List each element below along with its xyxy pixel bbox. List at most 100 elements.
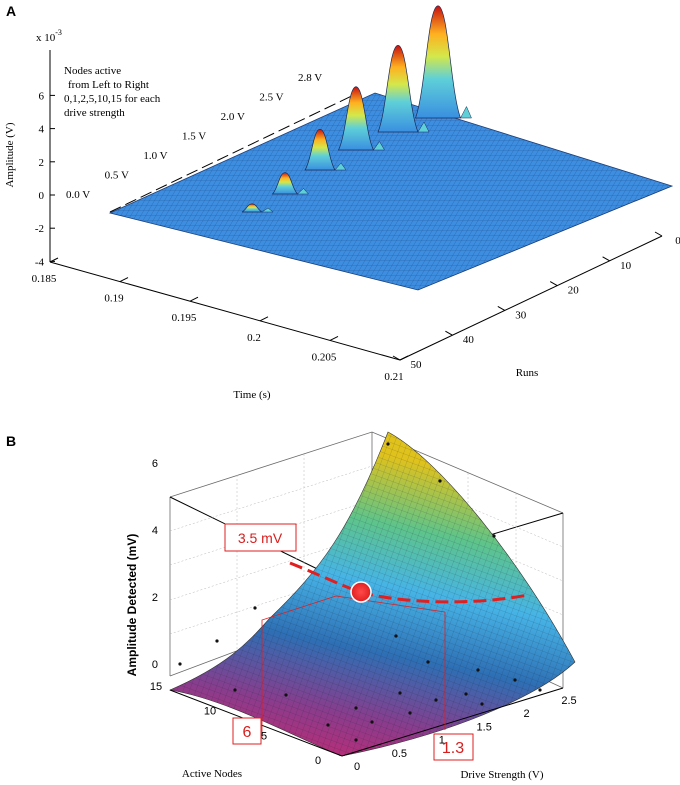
peak-ripple	[417, 121, 430, 133]
peak-20V	[337, 86, 375, 151]
peak-ripple	[334, 162, 347, 171]
panel-a-ylabel: Amplitude (V)	[4, 122, 16, 187]
sample-point	[370, 720, 374, 724]
legend-line-4: drive strength	[64, 107, 125, 119]
panel-a-letter: A	[6, 3, 16, 19]
time-tick-label: 0.21	[384, 371, 403, 383]
drive-label: 1.0 V	[143, 150, 167, 162]
drive-label: 1.5 V	[182, 131, 206, 143]
sample-point	[408, 711, 412, 715]
sample-point	[284, 693, 288, 697]
time-tick-label: 0.19	[104, 293, 124, 305]
panel-b-callout-amplitude: 3.5 mV	[224, 523, 297, 552]
nodes-tick-label: 10	[204, 706, 216, 718]
peak-ripple	[261, 207, 274, 213]
sample-point	[434, 698, 438, 702]
time-tick-label: 0.205	[312, 351, 337, 363]
panel-a-exponent: x 10-3	[36, 28, 62, 44]
panel-a-runs-axis	[399, 235, 663, 361]
panel-b-contour-line	[289, 561, 529, 604]
sample-point	[438, 479, 442, 483]
sample-point	[253, 606, 257, 610]
drive-tick-label: 0.5	[392, 748, 407, 760]
time-tick-mark	[49, 257, 59, 263]
peak-28V	[415, 5, 461, 119]
sample-point	[513, 678, 517, 682]
panel-a-legend: Nodes active from Left to Right 0,1,2,5,…	[64, 65, 161, 119]
time-tick-label: 0.2	[247, 332, 261, 344]
runs-tick-label: 30	[515, 309, 527, 321]
amplitude-tick-label: 4	[39, 124, 45, 136]
legend-line-1: Nodes active	[64, 65, 121, 77]
panel-a-xlabel: Time (s)	[233, 389, 271, 401]
runs-tick-mark	[602, 256, 610, 262]
runs-tick-label: 10	[620, 260, 632, 272]
sample-point	[538, 688, 542, 692]
drive-label: 0.0 V	[66, 189, 90, 201]
z-tick-label: 4	[152, 525, 158, 537]
time-tick-mark	[189, 296, 199, 302]
peak-ripple	[460, 105, 472, 119]
sample-point	[476, 668, 480, 672]
sample-point	[386, 442, 390, 446]
panel-a-drive-labels: 0.0 V 0.5 V 1.0 V 1.5 V 2.0 V 2.5 V 2.8 V	[66, 72, 322, 201]
drive-label: 2.0 V	[221, 111, 245, 123]
drive-tick-label: 2.5	[561, 695, 576, 707]
time-tick-label: 0.195	[172, 312, 197, 324]
sample-point	[326, 723, 330, 727]
amplitude-tick-label: 6	[39, 90, 45, 102]
sample-point	[492, 534, 496, 538]
sample-point	[464, 692, 468, 696]
peak-25V	[377, 44, 419, 133]
drive-tick-label: 0	[354, 761, 360, 773]
sample-point	[398, 691, 402, 695]
drive-label: 2.5 V	[259, 92, 283, 104]
runs-tick-mark	[392, 355, 401, 361]
panel-a-amplitude-ticks: -4 -2 0 2 4 6	[35, 90, 55, 268]
time-tick-mark	[399, 355, 409, 361]
nodes-tick-label: 15	[150, 681, 162, 693]
runs-tick-mark	[654, 231, 663, 237]
drive-tick-label: 1.5	[477, 721, 492, 733]
z-tick-label: 0	[152, 659, 158, 671]
sample-point	[426, 660, 430, 664]
legend-line-2: from Left to Right	[68, 79, 149, 91]
amplitude-tick-label: 0	[39, 190, 45, 202]
panel-a-peaks	[241, 5, 472, 213]
callout-nodes-text: 6	[243, 724, 252, 741]
panel-a-runs-ticks: 0 10 20 30 40 50	[392, 231, 680, 371]
runs-tick-mark	[445, 330, 453, 336]
nodes-tick-label: 5	[261, 730, 267, 742]
peak-ripple	[373, 141, 385, 151]
time-tick-label: 0.185	[32, 273, 57, 285]
panel-a-drive-guide	[109, 91, 361, 213]
z-tick-label: 6	[152, 458, 158, 470]
panel-b-drive-ticks: 0 0.5 1 1.5 2 2.5	[354, 695, 577, 773]
peak-ripple	[296, 188, 310, 195]
panel-a-zlabel: Runs	[516, 367, 539, 379]
drive-tick-label: 2	[524, 708, 530, 720]
panel-b-callout-drive: 1.3	[433, 733, 474, 761]
sample-point	[354, 738, 358, 742]
panel-a-surface-mesh	[110, 93, 672, 290]
panel-a-time-axis	[49, 261, 401, 361]
callout-amplitude-text: 3.5 mV	[238, 530, 283, 546]
sample-point	[233, 688, 237, 692]
sample-point	[215, 639, 219, 643]
z-tick-label: 2	[152, 592, 158, 604]
panel-b-nodes-ticks: 0 5 10 15	[150, 681, 321, 767]
drive-label: 2.8 V	[298, 72, 322, 84]
runs-tick-label: 50	[411, 359, 423, 371]
callout-drive-text: 1.3	[442, 740, 464, 757]
panel-b-sample-points	[178, 442, 542, 742]
panel-b-z-ticks: 0 2 4 6	[152, 458, 158, 671]
peak-15V	[304, 128, 336, 171]
runs-tick-label: 20	[568, 285, 580, 297]
runs-tick-mark	[497, 305, 506, 311]
panel-b-xlabel: Drive Strength (V)	[460, 769, 543, 781]
runs-tick-label: 40	[463, 334, 475, 346]
time-tick-mark	[259, 316, 269, 322]
panel-b-chart: B	[6, 431, 577, 781]
panel-b-operating-point	[350, 581, 372, 603]
sample-point	[178, 662, 182, 666]
